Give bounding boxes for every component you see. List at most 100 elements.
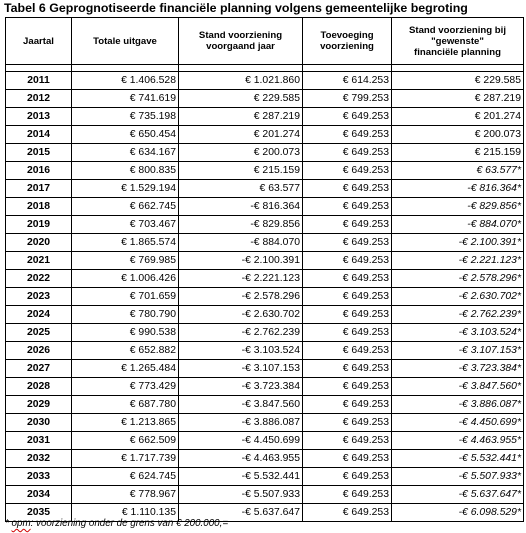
table-row: 2031 € 662.509 -€ 4.450.699 € 649.253 -€ 4.4… [5, 431, 524, 450]
header-toev-line1: Toevoeging [320, 30, 374, 41]
cell-gewenste: -€ 3.107.153* [391, 341, 524, 360]
table-row: 2018 € 662.745 -€ 816.364 € 649.253 -€ 829.8… [5, 197, 524, 216]
cell-stand-voorziening: -€ 2.630.702 [178, 305, 303, 324]
cell-totale-uitgave: € 662.509 [71, 431, 179, 450]
cell-stand-voorziening: € 201.274 [178, 125, 303, 144]
cell-year: 2011 [5, 71, 72, 90]
cell-stand-voorziening: -€ 2.100.391 [178, 251, 303, 270]
cell-year: 2018 [5, 197, 72, 216]
cell-year: 2026 [5, 341, 72, 360]
cell-stand-voorziening: € 215.159 [178, 161, 303, 180]
cell-stand-voorziening: -€ 2.221.123 [178, 269, 303, 288]
cell-toevoeging: € 649.253 [302, 179, 392, 198]
cell-stand-voorziening: -€ 3.886.087 [178, 413, 303, 432]
table-row: 2014 € 650.454 € 201.274 € 649.253 € 200.073 [5, 125, 524, 144]
table-row: 2026 € 652.882 -€ 3.103.524 € 649.253 -€ 3.1… [5, 341, 524, 360]
table-row: 2032 € 1.717.739 -€ 4.463.955 € 649.253 -€ 5… [5, 449, 524, 468]
cell-stand-voorziening: -€ 829.856 [178, 215, 303, 234]
cell-year: 2022 [5, 269, 72, 288]
table-title: Tabel 6 Geprognotiseerde financiële plan… [4, 1, 468, 15]
cell-gewenste: -€ 829.856* [391, 197, 524, 216]
table-row: 2027 € 1.265.484 -€ 3.107.153 € 649.253 -€ 3… [5, 359, 524, 378]
cell-totale-uitgave: € 1.406.528 [71, 71, 179, 90]
cell-year: 2016 [5, 161, 72, 180]
cell-year: 2014 [5, 125, 72, 144]
cell-gewenste: € 63.577* [391, 161, 524, 180]
cell-toevoeging: € 649.253 [302, 107, 392, 126]
cell-toevoeging: € 649.253 [302, 125, 392, 144]
cell-toevoeging: € 649.253 [302, 395, 392, 414]
cell-year: 2027 [5, 359, 72, 378]
header-gew-line2: "gewenste" [431, 35, 484, 47]
cell-year: 2028 [5, 377, 72, 396]
cell-totale-uitgave: € 780.790 [71, 305, 179, 324]
table-row: 2025 € 990.538 -€ 2.762.239 € 649.253 -€ 3.1… [5, 323, 524, 342]
cell-totale-uitgave: € 990.538 [71, 323, 179, 342]
cell-gewenste: -€ 3.723.384* [391, 359, 524, 378]
cell-year: 2021 [5, 251, 72, 270]
cell-stand-voorziening: -€ 884.070 [178, 233, 303, 252]
cell-gewenste: -€ 5.532.441* [391, 449, 524, 468]
cell-toevoeging: € 649.253 [302, 449, 392, 468]
cell-toevoeging: € 649.253 [302, 467, 392, 486]
cell-stand-voorziening: -€ 5.637.647 [178, 503, 303, 522]
cell-totale-uitgave: € 650.454 [71, 125, 179, 144]
cell-totale-uitgave: € 634.167 [71, 143, 179, 162]
cell-gewenste: -€ 6.098.529* [391, 503, 524, 522]
table-row: 2015 € 634.167 € 200.073 € 649.253 € 215.159 [5, 143, 524, 162]
cell-totale-uitgave: € 701.659 [71, 287, 179, 306]
header-jaartal: Jaartal [5, 17, 72, 65]
cell-toevoeging: € 649.253 [302, 197, 392, 216]
cell-gewenste: -€ 884.070* [391, 215, 524, 234]
cell-gewenste: -€ 5.507.933* [391, 467, 524, 486]
table-row: 2021 € 769.985 -€ 2.100.391 € 649.253 -€ 2.2… [5, 251, 524, 270]
header-toevoeging: Toevoeging voorziening [302, 17, 392, 65]
cell-year: 2023 [5, 287, 72, 306]
cell-stand-voorziening: -€ 3.723.384 [178, 377, 303, 396]
cell-toevoeging: € 649.253 [302, 485, 392, 504]
cell-toevoeging: € 649.253 [302, 323, 392, 342]
cell-year: 2034 [5, 485, 72, 504]
table-row: 2020 € 1.865.574 -€ 884.070 € 649.253 -€ 2.1… [5, 233, 524, 252]
cell-totale-uitgave: € 624.745 [71, 467, 179, 486]
cell-gewenste: € 287.219 [391, 89, 524, 108]
footnote-star: * [5, 518, 12, 529]
cell-toevoeging: € 649.253 [302, 341, 392, 360]
footnote: * opm: voorziening onder de grens van € … [5, 518, 228, 529]
table-row: 2017 € 1.529.194 € 63.577 € 649.253 -€ 816.3… [5, 179, 524, 198]
footnote-opm: opm [11, 518, 31, 529]
cell-stand-voorziening: € 1.021.860 [178, 71, 303, 90]
cell-year: 2024 [5, 305, 72, 324]
cell-gewenste: -€ 2.630.702* [391, 287, 524, 306]
cell-gewenste: -€ 3.886.087* [391, 395, 524, 414]
cell-totale-uitgave: € 741.619 [71, 89, 179, 108]
header-totale-uitgave: Totale uitgave [71, 17, 179, 65]
table-row: 2024 € 780.790 -€ 2.630.702 € 649.253 -€ 2.7… [5, 305, 524, 324]
cell-toevoeging: € 649.253 [302, 251, 392, 270]
cell-year: 2017 [5, 179, 72, 198]
cell-gewenste: -€ 5.637.647* [391, 485, 524, 504]
cell-gewenste: -€ 2.762.239* [391, 305, 524, 324]
cell-totale-uitgave: € 1.110.135 [71, 503, 179, 522]
cell-totale-uitgave: € 769.985 [71, 251, 179, 270]
cell-gewenste: € 201.274 [391, 107, 524, 126]
cell-totale-uitgave: € 735.198 [71, 107, 179, 126]
cell-gewenste: -€ 3.847.560* [391, 377, 524, 396]
table-row: 2028 € 773.429 -€ 3.723.384 € 649.253 -€ 3.8… [5, 377, 524, 396]
cell-year: 2025 [5, 323, 72, 342]
header-stand-line2: voorgaand jaar [206, 41, 275, 52]
financial-planning-table: Jaartal Totale uitgave Stand voorziening… [5, 17, 524, 522]
header-stand-line1: Stand voorziening [198, 30, 283, 41]
cell-year: 2031 [5, 431, 72, 450]
cell-toevoeging: € 649.253 [302, 233, 392, 252]
cell-year: 2013 [5, 107, 72, 126]
cell-stand-voorziening: € 287.219 [178, 107, 303, 126]
header-stand-voorziening: Stand voorziening voorgaand jaar [178, 17, 303, 65]
table-row: 2016 € 800.835 € 215.159 € 649.253 € 63.577* [5, 161, 524, 180]
table-body: 2011 € 1.406.528 € 1.021.860 € 614.253 € 229… [5, 71, 524, 522]
cell-toevoeging: € 649.253 [302, 431, 392, 450]
cell-year: 2020 [5, 233, 72, 252]
footnote-text: : voorziening onder de grens van € 200.0… [30, 518, 229, 529]
cell-year: 2032 [5, 449, 72, 468]
cell-toevoeging: € 649.253 [302, 143, 392, 162]
